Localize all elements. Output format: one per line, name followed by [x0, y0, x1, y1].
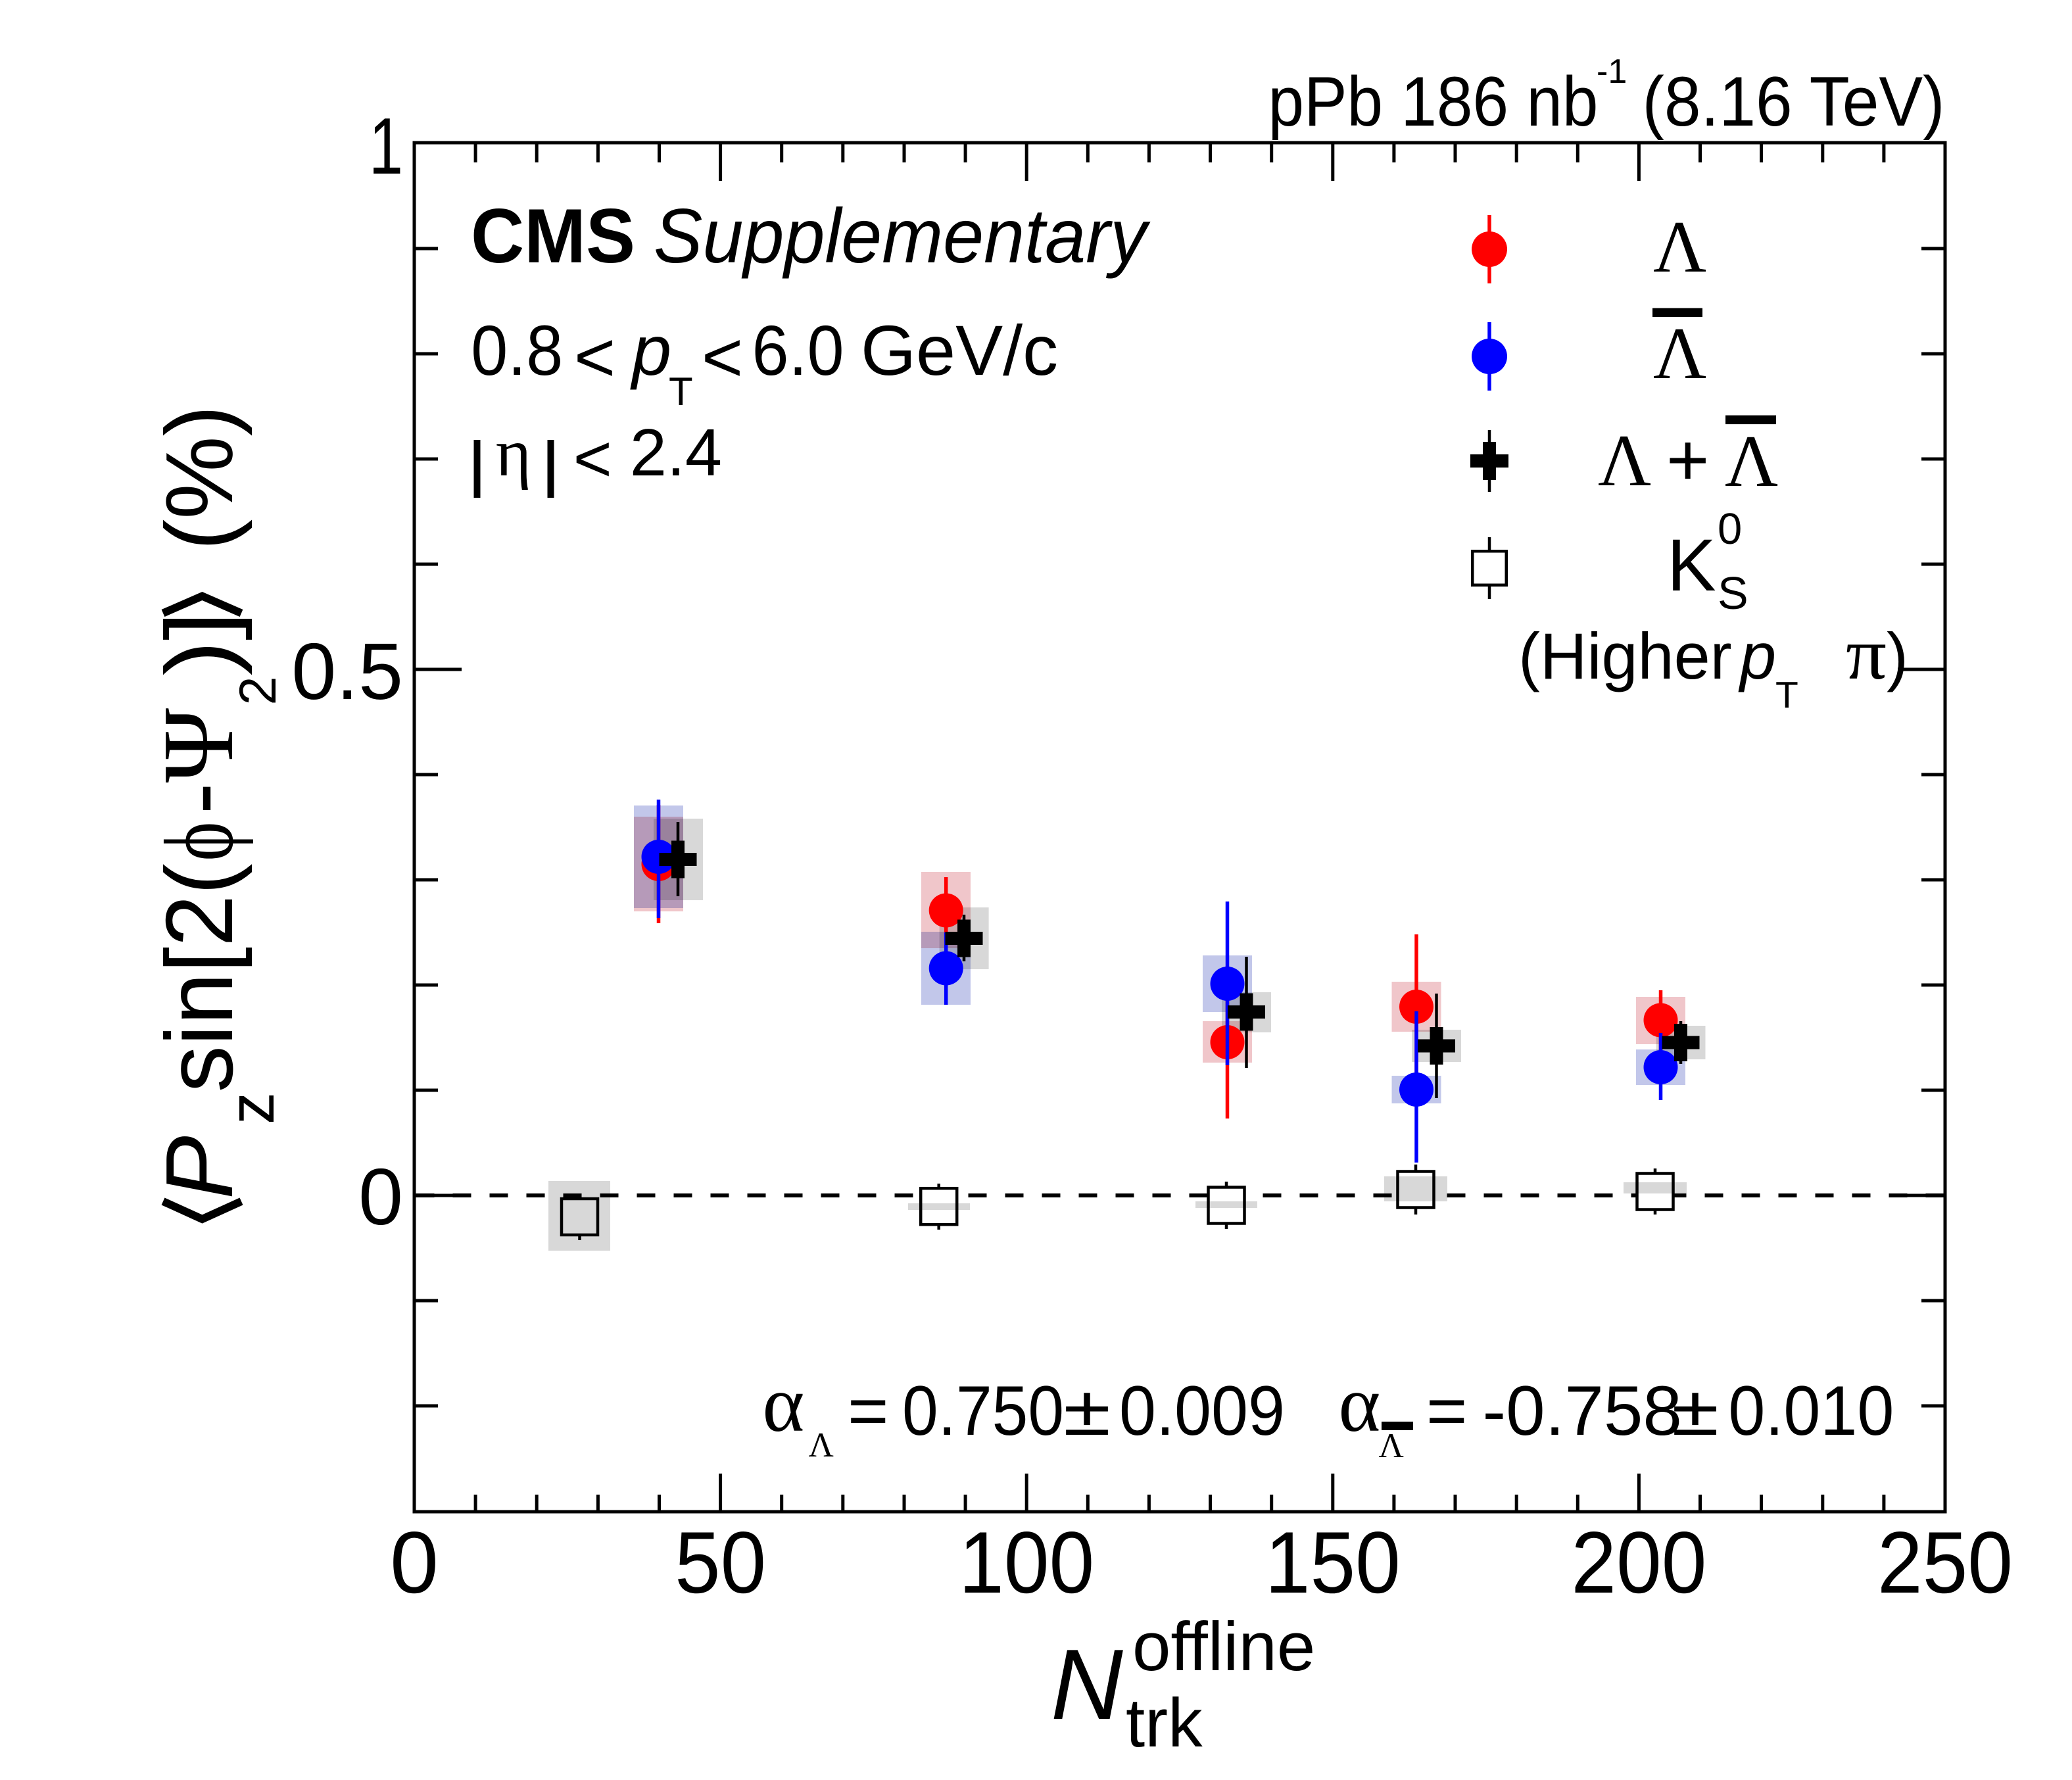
svg-text:±: ±	[1672, 1371, 1719, 1450]
svg-text:-0.758: -0.758	[1483, 1371, 1682, 1450]
svg-text:α: α	[1338, 1360, 1380, 1449]
svg-text:Λ: Λ	[1725, 421, 1778, 502]
svg-text:-: -	[146, 782, 253, 814]
svg-text:250: 250	[1877, 1514, 2013, 1612]
svg-text:150: 150	[1265, 1514, 1401, 1612]
svg-text:Ψ: Ψ	[143, 708, 254, 783]
svg-text:-1: -1	[1597, 53, 1627, 91]
svg-text:50: 50	[675, 1514, 766, 1612]
svg-text:<: <	[573, 422, 612, 496]
svg-text:T: T	[669, 370, 693, 414]
svg-text:0.8: 0.8	[471, 310, 563, 390]
svg-text:Supplementary: Supplementary	[654, 193, 1151, 279]
svg-text:=: =	[848, 1371, 889, 1450]
svg-text:trk: trk	[1126, 1685, 1203, 1762]
svg-text:0.009: 0.009	[1119, 1371, 1285, 1450]
svg-text:(Higher: (Higher	[1518, 619, 1732, 692]
svg-text:±: ±	[1063, 1371, 1111, 1450]
svg-text:)]: )]	[146, 612, 253, 676]
svg-text:0.750: 0.750	[902, 1371, 1064, 1450]
svg-text:Λ: Λ	[1598, 420, 1651, 502]
svg-text:0: 0	[390, 1514, 439, 1612]
svg-text:0.5: 0.5	[291, 627, 403, 716]
svg-text:π: π	[1846, 613, 1887, 695]
svg-text:CMS: CMS	[471, 193, 635, 279]
svg-text:(8.16 TeV): (8.16 TeV)	[1643, 62, 1945, 141]
svg-text:Λ: Λ	[809, 1426, 834, 1464]
svg-text:GeV/c: GeV/c	[861, 310, 1058, 390]
svg-text:α: α	[762, 1360, 804, 1449]
svg-text:100: 100	[959, 1514, 1094, 1612]
svg-text:=: =	[1426, 1371, 1468, 1450]
svg-text:Λ: Λ	[1379, 1427, 1404, 1465]
svg-text:P: P	[146, 1136, 253, 1199]
svg-text:pPb 186 nb: pPb 186 nb	[1268, 62, 1599, 141]
svg-text:<: <	[574, 317, 615, 397]
svg-text:sin[2(: sin[2(	[146, 863, 253, 1092]
svg-text:6.0: 6.0	[752, 310, 844, 390]
svg-text:η: η	[496, 415, 531, 491]
svg-text:offline: offline	[1132, 1608, 1315, 1685]
svg-text:N: N	[1051, 1629, 1123, 1741]
svg-text:S: S	[1718, 567, 1748, 619]
svg-text:+: +	[1666, 419, 1709, 501]
svg-text:K: K	[1667, 524, 1716, 606]
svg-text:2: 2	[228, 677, 287, 706]
svg-text:0: 0	[1718, 504, 1742, 554]
svg-text:Λ: Λ	[1653, 313, 1706, 395]
svg-text:ϕ: ϕ	[145, 822, 254, 861]
svg-text:Λ: Λ	[1653, 206, 1706, 288]
svg-text:): )	[1887, 619, 1908, 692]
svg-text:p: p	[1738, 619, 1776, 692]
svg-text:200: 200	[1571, 1514, 1706, 1612]
svg-text:z: z	[215, 1092, 287, 1124]
svg-text:(%): (%)	[146, 405, 253, 550]
svg-text:0: 0	[358, 1152, 403, 1241]
svg-text:1: 1	[369, 101, 403, 191]
svg-text:p: p	[630, 310, 671, 390]
svg-text:0.010: 0.010	[1728, 1371, 1894, 1450]
svg-text:<: <	[702, 317, 743, 397]
svg-text:T: T	[1775, 674, 1798, 716]
svg-text:2.4: 2.4	[630, 416, 722, 490]
